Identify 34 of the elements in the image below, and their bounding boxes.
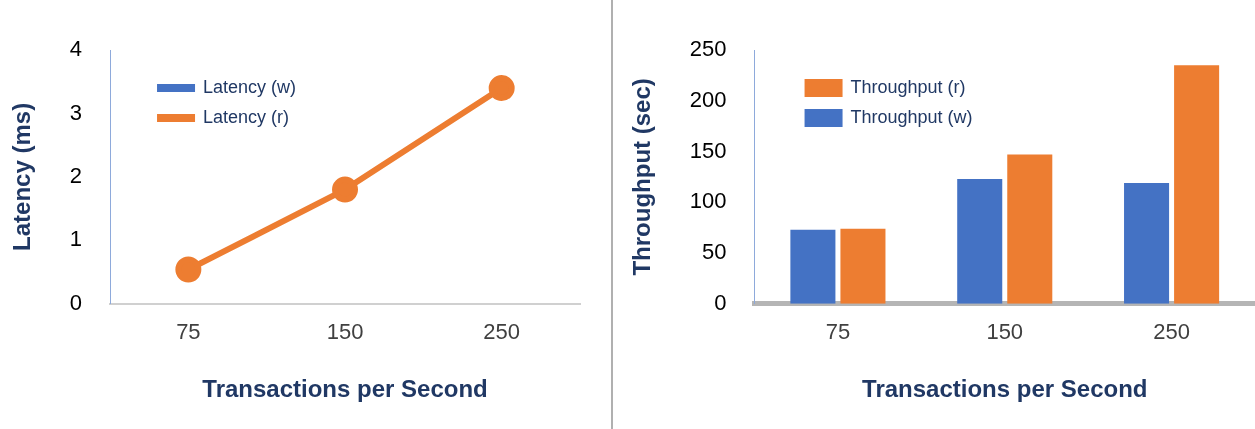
y-tick-label: 3 bbox=[69, 99, 83, 125]
y-tick-label: 2 bbox=[69, 162, 83, 188]
legend-label: Latency (r) bbox=[203, 107, 290, 128]
x-tick-label: 150 bbox=[326, 319, 364, 345]
bar bbox=[790, 229, 836, 304]
y-axis-title: Throughput (sec) bbox=[628, 78, 656, 276]
y-tick-label: 150 bbox=[689, 137, 727, 163]
point bbox=[332, 176, 359, 203]
y-tick-label: 50 bbox=[702, 239, 727, 265]
y-tick-label: 1 bbox=[69, 226, 83, 252]
legend-label: Throughput (r) bbox=[850, 77, 966, 98]
x-tick-label: 75 bbox=[176, 319, 201, 345]
bar bbox=[1007, 154, 1053, 304]
y-axis-title: Latency (ms) bbox=[8, 102, 36, 251]
y-tick-label: 4 bbox=[69, 36, 83, 62]
x-tick-label: 150 bbox=[986, 319, 1024, 345]
bar bbox=[957, 178, 1003, 304]
bar bbox=[1174, 65, 1220, 304]
x-tick-label: 250 bbox=[1153, 319, 1190, 345]
x-axis-title: Transactions per Second bbox=[862, 375, 1148, 403]
x-axis-title: Transactions per Second bbox=[202, 375, 488, 403]
bar bbox=[840, 228, 886, 304]
y-tick-label: 200 bbox=[689, 86, 727, 112]
y-tick-label: 250 bbox=[689, 36, 727, 62]
y-tick-label: 0 bbox=[69, 289, 83, 315]
bar bbox=[1124, 182, 1170, 304]
legend-label: Latency (w) bbox=[203, 77, 297, 98]
y-tick-label: 100 bbox=[689, 188, 727, 214]
point bbox=[175, 256, 202, 283]
x-tick-label: 250 bbox=[483, 319, 521, 345]
y-tick-label: 0 bbox=[714, 289, 727, 315]
x-tick-label: 75 bbox=[825, 319, 851, 345]
legend-label: Throughput (w) bbox=[850, 107, 973, 128]
point bbox=[488, 75, 515, 102]
